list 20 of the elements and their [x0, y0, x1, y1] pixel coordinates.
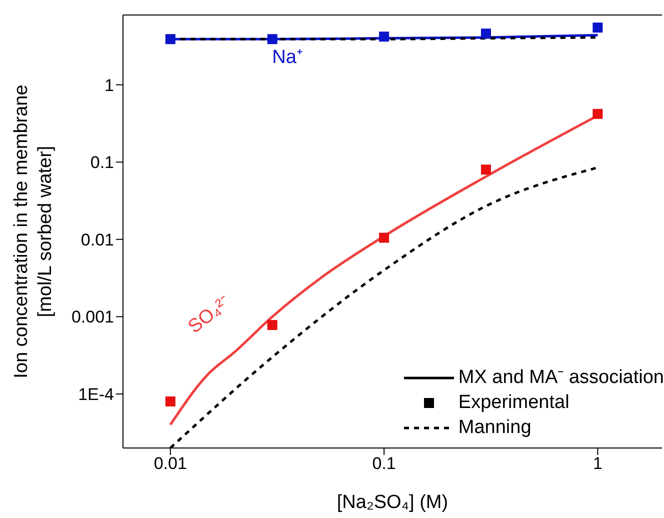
x-axis-title: [Na₂SO₄] (M)	[336, 492, 448, 513]
legend-label: MX and MA⁻ association	[458, 366, 664, 390]
y-tick-label: 1E-4	[78, 385, 114, 404]
point	[592, 108, 603, 119]
legend-label: Experimental	[458, 391, 570, 415]
series-label: Na⁺	[272, 47, 302, 68]
point	[379, 32, 390, 42]
y-tick-label: 1	[104, 76, 114, 95]
point	[165, 34, 176, 44]
point	[165, 396, 176, 406]
x-tick-label: 0.01	[154, 454, 187, 474]
y-tick-label: 0.1	[90, 153, 114, 172]
point	[592, 22, 603, 33]
y-tick-label: 0.001	[71, 308, 114, 327]
point	[379, 232, 390, 243]
x-tick-label: 0.1	[372, 454, 396, 474]
y-tick-label: 0.01	[80, 230, 114, 250]
y-axis-title: Ion concentration in the membrane [mol/L sorbed water]	[11, 84, 56, 378]
legend-label: Manning	[458, 416, 532, 440]
x-tick-label: 1	[592, 454, 602, 474]
